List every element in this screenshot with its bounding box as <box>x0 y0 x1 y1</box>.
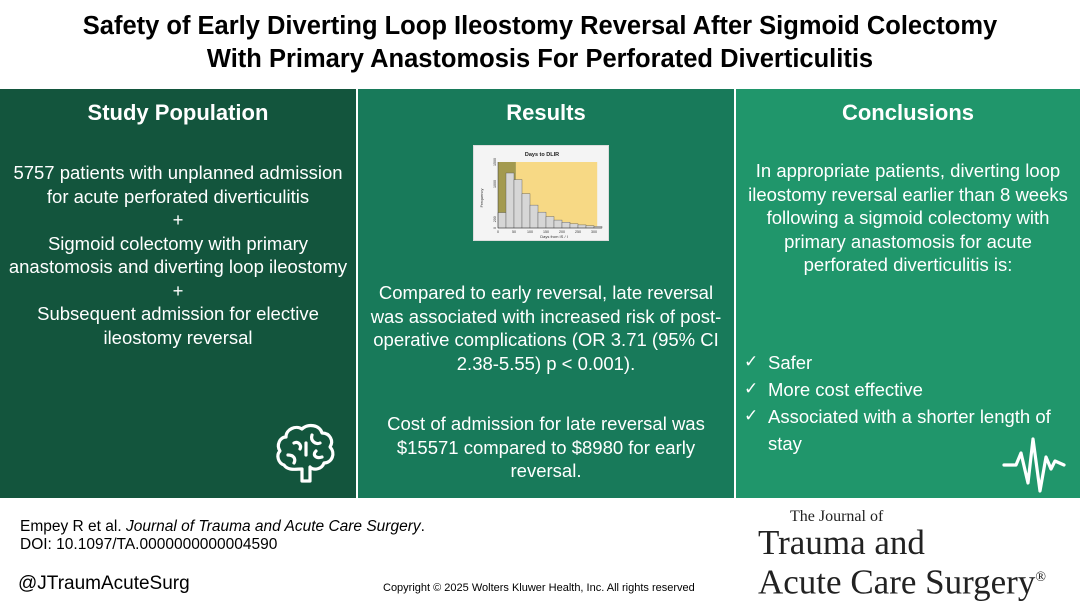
conclusions-panel: Conclusions In appropriate patients, div… <box>736 89 1080 498</box>
histogram-bar <box>529 204 539 229</box>
x-tick-label: 100 <box>527 230 533 234</box>
citation-journal: Journal of Trauma and Acute Care Surgery <box>125 518 421 535</box>
population-item-3: Subsequent admission for elective ileost… <box>37 303 319 348</box>
check-item-label: Safer <box>768 352 813 373</box>
chart-x-axis-label: Days from IS / I <box>540 234 568 239</box>
x-tick-label: 150 <box>543 230 549 234</box>
histogram-bar <box>497 212 507 229</box>
histogram-bar <box>553 219 563 229</box>
x-tick-label: 50 <box>512 230 516 234</box>
results-heading: Results <box>506 100 586 125</box>
study-population-panel: Study Population 5757 patients with unpl… <box>0 89 356 498</box>
x-tick-label: 300 <box>591 230 597 234</box>
check-item-length-of-stay: ✓ Associated with a shorter length of st… <box>744 403 1080 457</box>
journal-logo-line-2: Acute Care Surgery® <box>758 560 1070 601</box>
journal-logo: The Journal of Trauma and Acute Care Sur… <box>758 508 1070 601</box>
title-line-2: With Primary Anastomosis For Perforated … <box>206 45 874 73</box>
checkmark-icon: ✓ <box>744 379 759 399</box>
brain-icon <box>276 423 335 483</box>
conclusions-checklist: ✓ Safer ✓ More cost effective ✓ Associat… <box>744 349 1080 457</box>
check-item-safer: ✓ Safer <box>744 349 1080 376</box>
citation-authors: Empey R et al. <box>20 518 126 535</box>
histogram-bar <box>585 225 595 229</box>
journal-logo-line-2-text: Acute Care Surgery <box>758 562 1036 602</box>
y-tick-label: 1500 <box>493 158 497 166</box>
registered-mark: ® <box>1035 570 1046 585</box>
histogram-svg: Days to DLIR Frequency Days from IS / I … <box>479 152 603 239</box>
plus-sign-2: + <box>172 279 184 301</box>
histogram-bar <box>577 224 587 229</box>
check-item-label: Associated with a shorter length of stay <box>768 406 1051 454</box>
journal-logo-the: The Journal of <box>790 508 884 525</box>
x-tick-label: 0 <box>497 230 499 234</box>
x-tick-label: 200 <box>559 230 565 234</box>
journal-logo-line-1: Trauma and <box>758 523 925 562</box>
conclusions-heading: Conclusions <box>841 100 974 125</box>
checkmark-icon: ✓ <box>744 352 759 372</box>
check-item-label: More cost effective <box>768 379 923 400</box>
histogram-bar <box>545 216 555 229</box>
histogram-bar <box>505 172 515 229</box>
histogram-bar <box>513 179 523 229</box>
citation-period: . <box>420 518 425 535</box>
results-complications-text: Compared to early reversal, late reversa… <box>370 282 722 374</box>
histogram-bar <box>521 193 531 229</box>
chart-title: Days to DLIR <box>525 152 559 158</box>
check-item-cost: ✓ More cost effective <box>744 376 1080 403</box>
study-population-heading: Study Population <box>87 100 269 125</box>
heart-pulse-icon <box>1002 437 1066 493</box>
results-cost-text: Cost of admission for late reversal was … <box>387 413 705 481</box>
infographic-title: Safety of Early Diverting Loop Ileostomy… <box>0 10 1080 76</box>
copyright-notice: Copyright © 2025 Wolters Kluwer Health, … <box>383 582 695 594</box>
plus-sign-1: + <box>172 209 184 230</box>
checkmark-icon: ✓ <box>744 406 759 426</box>
study-population-body: 5757 patients with unplanned admission f… <box>8 161 348 349</box>
results-panel: Results Days to DLIR Frequency Days from… <box>358 89 734 498</box>
histogram-bar <box>569 223 579 229</box>
x-tick-label: 250 <box>575 230 581 234</box>
conclusions-text: In appropriate patients, diverting loop … <box>748 160 1068 275</box>
histogram-bar <box>537 211 547 229</box>
twitter-handle: @JTraumAcuteSurg <box>18 573 190 594</box>
y-tick-label: 200 <box>493 216 497 222</box>
citation-doi: DOI: 10.1097/TA.0000000000004590 <box>20 536 278 553</box>
population-item-1: 5757 patients with unplanned admission f… <box>13 162 343 207</box>
population-item-2: Sigmoid colectomy with primary anastomos… <box>8 232 348 278</box>
y-tick-label: 1000 <box>493 180 497 188</box>
histogram-bar <box>561 222 571 229</box>
citation: Empey R et al. Journal of Trauma and Acu… <box>20 518 425 554</box>
days-to-dlir-chart: Days to DLIR Frequency Days from IS / I … <box>473 145 609 241</box>
chart-y-axis-label: Frequency <box>479 189 484 208</box>
y-tick-label: 0 <box>493 227 497 229</box>
title-line-1: Safety of Early Diverting Loop Ileostomy… <box>82 12 998 40</box>
